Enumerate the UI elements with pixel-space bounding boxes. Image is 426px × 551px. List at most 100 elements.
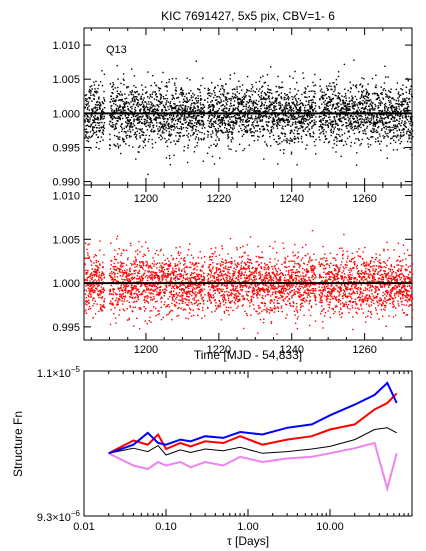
data-point — [210, 144, 212, 147]
data-point — [241, 119, 243, 121]
data-point — [153, 265, 155, 267]
data-point — [86, 98, 88, 100]
data-point — [397, 91, 400, 93]
data-point — [114, 127, 117, 130]
data-point — [185, 119, 187, 121]
data-point — [406, 97, 408, 99]
data-point — [296, 121, 298, 123]
data-point — [195, 263, 197, 265]
data-point — [175, 275, 177, 277]
data-point — [94, 268, 96, 270]
data-point — [213, 90, 215, 92]
data-point — [199, 131, 201, 133]
data-point — [117, 147, 120, 149]
data-point — [301, 115, 303, 117]
data-point — [121, 297, 124, 299]
data-point — [127, 123, 129, 125]
data-point — [385, 128, 387, 130]
data-point — [147, 124, 149, 127]
data-point — [374, 124, 377, 126]
data-point — [111, 125, 113, 127]
data-point — [179, 246, 181, 248]
data-point — [185, 278, 187, 281]
data-point — [139, 145, 141, 147]
data-point — [228, 129, 230, 131]
data-point — [90, 295, 92, 297]
data-point — [411, 130, 414, 132]
data-point — [289, 130, 292, 132]
data-point — [226, 98, 228, 101]
data-point — [254, 130, 257, 132]
data-point — [405, 132, 408, 135]
data-point — [176, 118, 179, 120]
data-point — [196, 299, 198, 302]
data-point — [252, 90, 254, 92]
data-point — [381, 110, 384, 112]
data-point — [174, 264, 177, 267]
data-point — [164, 107, 166, 109]
data-point — [100, 277, 102, 279]
data-point — [183, 145, 186, 148]
data-point — [186, 101, 189, 103]
data-point — [169, 265, 172, 267]
data-point — [87, 308, 90, 310]
data-point — [399, 111, 402, 113]
data-point — [252, 86, 254, 88]
data-point — [290, 110, 292, 112]
data-point — [209, 92, 211, 94]
data-point — [158, 115, 160, 117]
data-point — [321, 103, 323, 105]
data-point — [219, 97, 221, 99]
data-point — [143, 306, 145, 308]
data-point — [327, 108, 329, 110]
data-point — [277, 123, 279, 126]
data-point — [283, 118, 285, 120]
data-point — [244, 125, 246, 128]
data-point — [189, 79, 191, 81]
data-point — [210, 133, 212, 136]
data-point — [314, 84, 317, 86]
data-point — [123, 298, 126, 300]
data-point — [270, 108, 272, 111]
data-point — [92, 116, 95, 118]
data-point — [124, 93, 126, 95]
data-point — [213, 105, 215, 107]
data-point — [134, 133, 136, 135]
data-point — [114, 144, 116, 147]
data-point — [277, 117, 280, 119]
data-point — [102, 290, 104, 293]
data-point — [85, 99, 87, 102]
data-point — [180, 104, 182, 106]
data-point — [275, 91, 277, 93]
data-point — [200, 109, 202, 111]
data-point — [409, 116, 412, 118]
data-point — [328, 113, 330, 116]
data-point — [132, 288, 135, 290]
data-point — [110, 303, 113, 305]
data-point — [87, 269, 89, 272]
data-point — [102, 273, 105, 275]
data-point — [211, 114, 213, 116]
data-point — [165, 102, 167, 104]
data-point — [148, 115, 150, 118]
data-point — [173, 277, 175, 280]
data-point — [87, 287, 89, 289]
data-point — [158, 106, 160, 108]
data-point — [160, 94, 163, 96]
data-point — [165, 130, 168, 132]
data-point — [233, 104, 235, 106]
data-point — [402, 134, 404, 137]
data-point — [142, 140, 144, 142]
data-point — [337, 124, 339, 127]
data-point — [345, 109, 347, 111]
data-point — [85, 285, 87, 287]
data-point — [150, 118, 152, 121]
data-point — [277, 75, 279, 78]
data-point — [132, 273, 134, 275]
data-point — [246, 118, 248, 120]
data-point — [171, 271, 173, 273]
data-point — [154, 105, 156, 107]
data-point — [184, 263, 186, 265]
data-point — [326, 97, 328, 99]
data-point — [94, 279, 96, 281]
